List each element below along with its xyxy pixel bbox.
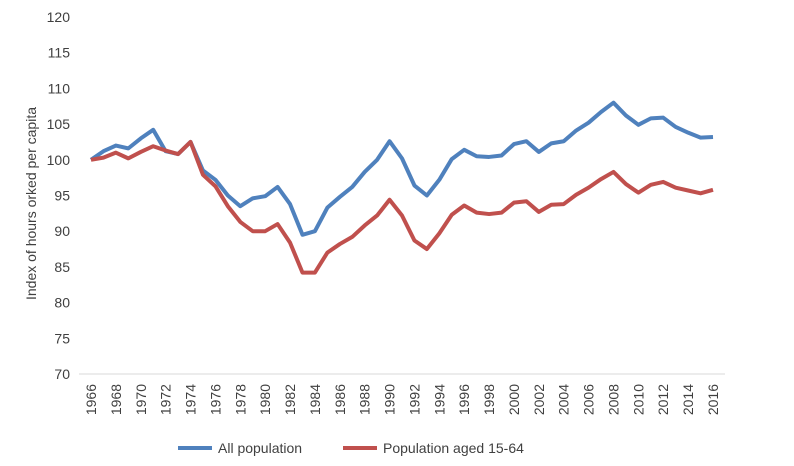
x-tick-label: 1968 — [108, 384, 124, 415]
x-tick-label: 1984 — [307, 384, 323, 415]
x-tick-label: 1998 — [481, 384, 497, 415]
x-tick-label: 2010 — [630, 384, 646, 415]
x-tick-label: 1976 — [207, 384, 223, 415]
x-tick-label: 1972 — [158, 384, 174, 415]
x-tick-label: 1982 — [282, 384, 298, 415]
y-tick-label: 80 — [54, 295, 70, 311]
y-tick-label: 120 — [47, 9, 71, 25]
x-tick-label: 2016 — [705, 384, 721, 415]
x-tick-label: 2004 — [556, 384, 572, 415]
x-tick-label: 1986 — [332, 384, 348, 415]
y-tick-label: 85 — [54, 259, 70, 275]
y-tick-label: 70 — [54, 366, 70, 382]
legend-label-1: Population aged 15-64 — [383, 440, 524, 456]
y-tick-label: 110 — [48, 80, 71, 96]
x-tick-label: 1994 — [431, 384, 447, 415]
x-tick-label: 1990 — [382, 384, 398, 415]
x-tick-label: 2008 — [605, 384, 621, 415]
x-tick-label: 1978 — [232, 384, 248, 415]
x-tick-label: 1966 — [83, 384, 99, 415]
x-tick-label: 2002 — [531, 384, 547, 415]
x-tick-label: 2012 — [655, 384, 671, 415]
y-axis-title: Index of hours orked per capita — [23, 107, 39, 300]
y-tick-label: 75 — [54, 330, 70, 346]
x-tick-label: 1996 — [456, 384, 472, 415]
y-tick-label: 95 — [54, 188, 70, 204]
x-tick-label: 2006 — [581, 384, 597, 415]
y-tick-label: 90 — [54, 223, 70, 239]
legend-label-0: All population — [218, 440, 302, 456]
x-tick-label: 1970 — [133, 384, 149, 415]
x-tick-label: 2000 — [506, 384, 522, 415]
x-tick-label: 1988 — [357, 384, 373, 415]
y-tick-label: 100 — [47, 152, 71, 168]
x-tick-label: 1980 — [257, 384, 273, 415]
y-tick-label: 105 — [47, 116, 71, 132]
x-tick-label: 1992 — [406, 384, 422, 415]
x-tick-label: 2014 — [680, 384, 696, 415]
y-tick-label: 115 — [48, 45, 71, 61]
x-tick-label: 1974 — [183, 384, 199, 415]
